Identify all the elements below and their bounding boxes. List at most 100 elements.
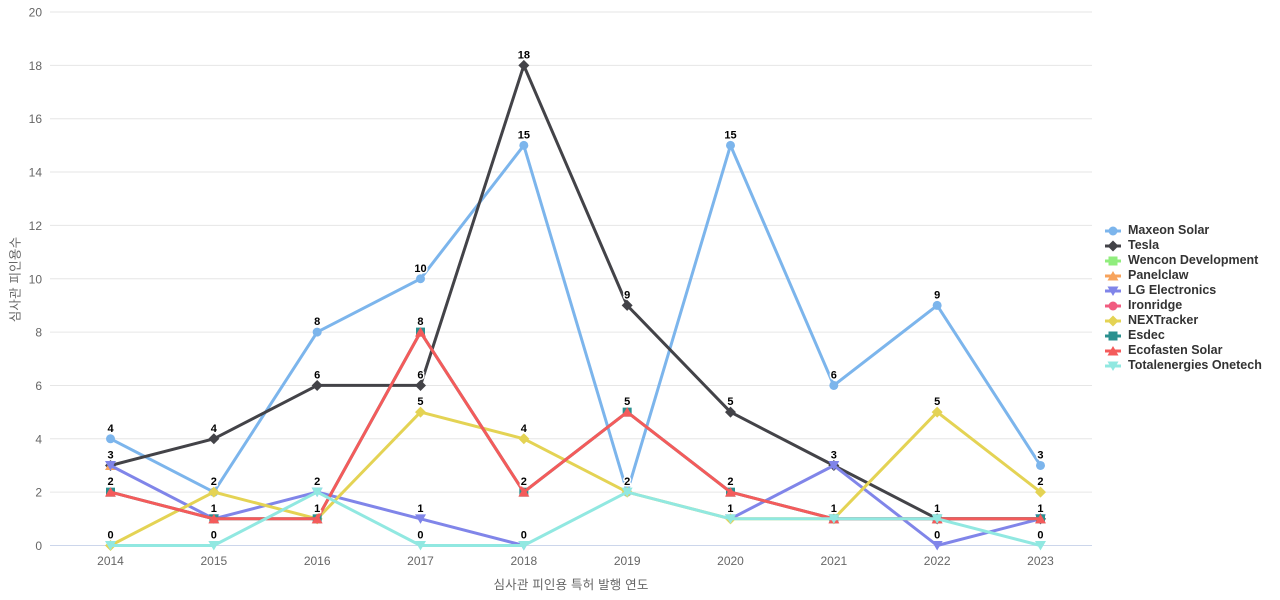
x-tick-label-2021: 2021	[820, 554, 847, 568]
legend-marker-diamond-icon	[1105, 315, 1121, 326]
point-lg-electronics-2017[interactable]	[414, 514, 426, 524]
x-tick-label-2020: 2020	[717, 554, 744, 568]
legend-label: Totalenergies Onetech	[1128, 358, 1262, 372]
data-label-2017-0: 0	[417, 530, 423, 542]
point-nextracker-2022[interactable]	[931, 406, 943, 418]
point-maxeon-solar-2016[interactable]	[312, 327, 322, 337]
data-label-2014-4: 4	[107, 423, 114, 435]
legend-marker-diamond-icon	[1105, 240, 1121, 251]
legend-symbol-ironridge	[1108, 301, 1118, 310]
data-label-2023-2: 2	[1037, 476, 1043, 488]
point-lg-electronics-2022[interactable]	[931, 541, 943, 551]
point-maxeon-solar-2017[interactable]	[415, 274, 425, 284]
x-tick-label-2017: 2017	[407, 554, 434, 568]
point-ecofasten-solar-2015[interactable]	[208, 513, 220, 524]
point-nextracker-2015[interactable]	[208, 486, 220, 498]
data-label-2020-2: 2	[727, 476, 733, 488]
legend-symbol-maxeon-solar	[1108, 226, 1118, 235]
legend-item-totalenergies-onetech[interactable]: Totalenergies Onetech	[1103, 358, 1262, 373]
legend-marker-square-icon	[1105, 331, 1121, 340]
legend-symbol-tesla	[1107, 240, 1119, 251]
point-totalenergies-onetech-2018[interactable]	[518, 541, 530, 551]
data-label-2022-5: 5	[934, 396, 940, 408]
series-tesla	[105, 59, 1046, 525]
point-totalenergies-onetech-2014[interactable]	[105, 541, 116, 551]
point-tesla-2015[interactable]	[208, 433, 220, 445]
point-tesla-2019[interactable]	[621, 299, 633, 311]
y-tick-label-14: 14	[29, 166, 43, 180]
data-label-2022-9: 9	[934, 289, 940, 301]
data-label-2018-4: 4	[521, 423, 528, 435]
series-esdec	[106, 327, 1045, 524]
point-tesla-2018[interactable]	[518, 59, 530, 71]
point-totalenergies-onetech-2021[interactable]	[828, 514, 840, 524]
x-tick-label-2014: 2014	[97, 554, 124, 568]
legend-item-panelclaw[interactable]: Panelclaw	[1103, 268, 1262, 283]
x-axis-title: 심사관 피인용 특허 발행 연도	[493, 578, 649, 592]
legend-item-tesla[interactable]: Tesla	[1103, 238, 1262, 253]
data-label-2014-0: 0	[107, 530, 113, 542]
y-tick-label-10: 10	[29, 272, 43, 286]
point-ecofasten-solar-2020[interactable]	[724, 487, 736, 497]
data-label-2023-0: 0	[1037, 530, 1043, 542]
point-lg-electronics-2021[interactable]	[828, 460, 840, 471]
data-label-2017-10: 10	[414, 263, 426, 275]
point-maxeon-solar-2023[interactable]	[1035, 460, 1045, 470]
point-maxeon-solar-2018[interactable]	[519, 140, 529, 150]
legend-item-maxeon-solar[interactable]: Maxeon Solar	[1103, 223, 1262, 238]
legend-symbol-lg-electronics	[1107, 286, 1119, 296]
legend-label: Ecofasten Solar	[1128, 343, 1223, 357]
legend-label: Wencon Development	[1128, 253, 1259, 267]
y-tick-label-12: 12	[29, 219, 43, 233]
point-ecofasten-solar-2014[interactable]	[105, 487, 116, 497]
series-line-esdec	[109, 330, 1042, 521]
data-label-2014-3: 3	[107, 449, 113, 461]
point-ecofasten-solar-2016[interactable]	[311, 513, 323, 524]
point-nextracker-2017[interactable]	[414, 406, 426, 418]
point-tesla-2017[interactable]	[414, 379, 426, 391]
series-lg-electronics	[105, 460, 1046, 551]
point-lg-electronics-2014[interactable]	[105, 460, 116, 471]
data-label-2014-2: 2	[107, 476, 113, 488]
point-totalenergies-onetech-2016[interactable]	[311, 487, 323, 498]
point-nextracker-2023[interactable]	[1034, 486, 1046, 498]
point-maxeon-solar-2022[interactable]	[932, 300, 942, 310]
point-totalenergies-onetech-2022[interactable]	[931, 514, 943, 524]
point-maxeon-solar-2021[interactable]	[829, 380, 839, 390]
point-tesla-2020[interactable]	[724, 406, 736, 418]
point-nextracker-2018[interactable]	[518, 433, 530, 445]
series-line-nextracker	[109, 410, 1042, 547]
point-totalenergies-onetech-2020[interactable]	[724, 514, 736, 524]
legend-symbol-nextracker	[1107, 315, 1119, 326]
data-label-2015-1: 1	[211, 503, 217, 515]
legend-marker-square-icon	[1105, 256, 1121, 265]
point-ecofasten-solar-2023[interactable]	[1034, 513, 1046, 524]
legend-item-ecofasten-solar[interactable]: Ecofasten Solar	[1103, 343, 1262, 358]
legend-marker-triangle-icon	[1105, 270, 1121, 280]
legend-symbol-ecofasten-solar	[1107, 345, 1119, 355]
legend-item-ironridge[interactable]: Ironridge	[1103, 298, 1262, 313]
point-ecofasten-solar-2019[interactable]	[621, 407, 633, 417]
point-totalenergies-onetech-2015[interactable]	[208, 541, 220, 551]
data-label-2020-1: 1	[727, 503, 733, 515]
point-maxeon-solar-2014[interactable]	[106, 434, 115, 444]
legend-item-nextracker[interactable]: NEXTracker	[1103, 313, 1262, 328]
legend-item-esdec[interactable]: Esdec	[1103, 328, 1262, 343]
legend-item-wencon-development[interactable]: Wencon Development	[1103, 253, 1262, 268]
series-line-tesla	[109, 63, 1042, 521]
point-maxeon-solar-2020[interactable]	[725, 140, 735, 150]
legend-marker-triangle-icon	[1105, 345, 1121, 355]
data-label-2015-2: 2	[211, 476, 217, 488]
point-tesla-2016[interactable]	[311, 379, 323, 391]
data-label-2021-3: 3	[831, 449, 837, 461]
point-totalenergies-onetech-2023[interactable]	[1034, 541, 1046, 551]
point-totalenergies-onetech-2019[interactable]	[621, 487, 633, 498]
legend-symbol-totalenergies-onetech	[1107, 361, 1119, 371]
y-tick-label-6: 6	[35, 379, 42, 393]
point-ecofasten-solar-2017[interactable]	[414, 327, 426, 337]
data-label-2019-2: 2	[624, 476, 630, 488]
point-ecofasten-solar-2018[interactable]	[518, 487, 530, 497]
legend-item-lg-electronics[interactable]: LG Electronics	[1103, 283, 1262, 298]
point-totalenergies-onetech-2017[interactable]	[414, 541, 426, 551]
legend-symbol-panelclaw	[1107, 270, 1119, 280]
